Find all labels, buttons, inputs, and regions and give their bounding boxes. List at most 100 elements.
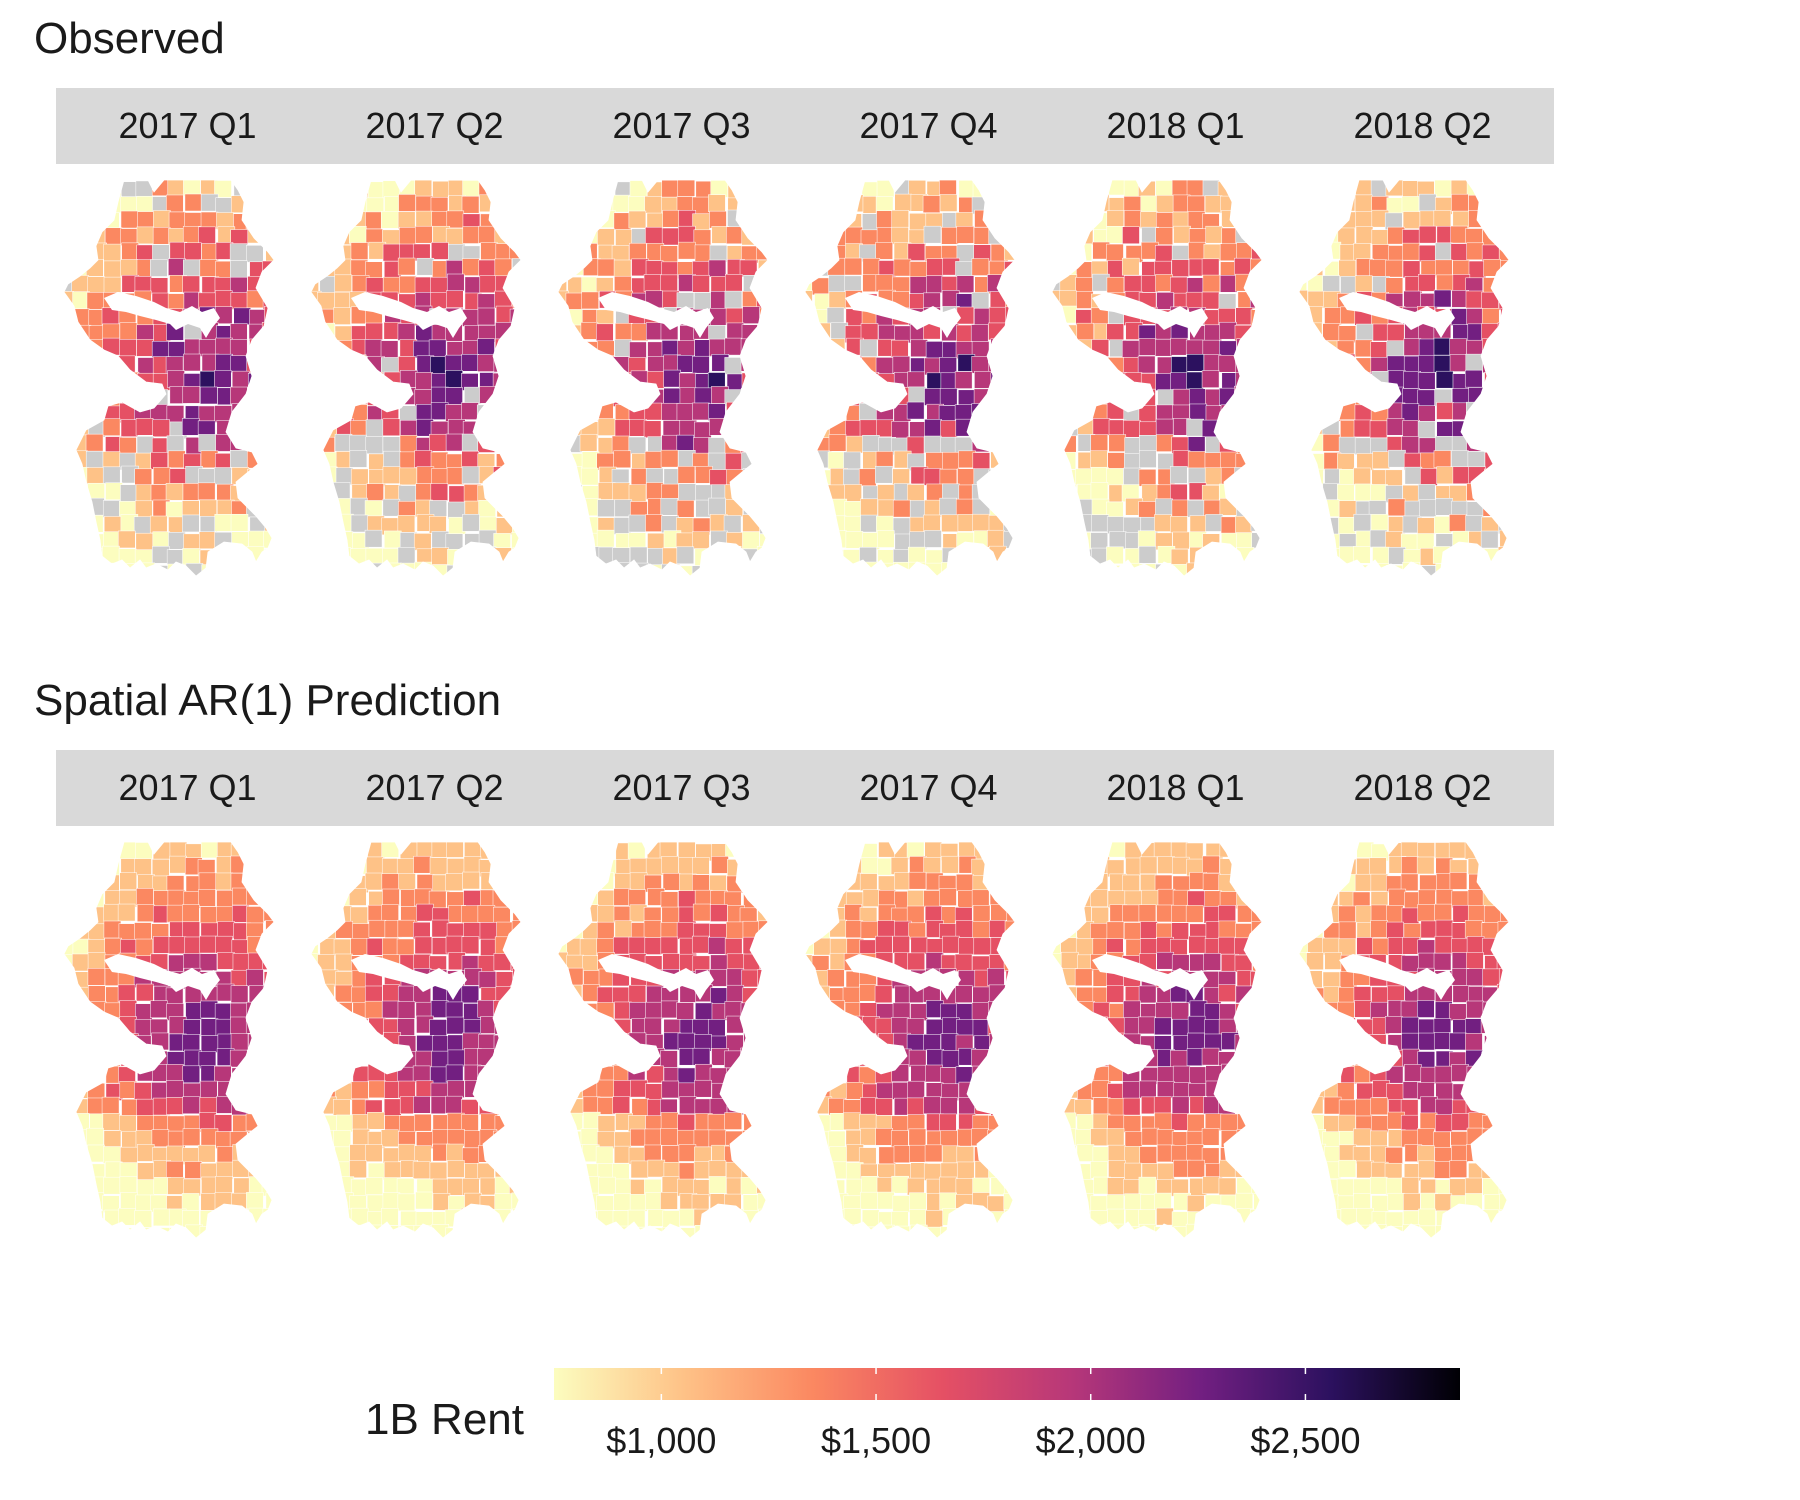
- tract-cell: [496, 1097, 514, 1115]
- tract-cell: [1106, 1128, 1125, 1146]
- tract-cell: [1052, 340, 1060, 358]
- tract-cell: [923, 1163, 942, 1181]
- tract-cell: [1401, 907, 1420, 926]
- tract-cell: [1386, 418, 1405, 436]
- tract-cell: [526, 1048, 543, 1065]
- lake-union-water: [598, 954, 714, 1000]
- tract-cell: [858, 1147, 877, 1165]
- tract-cell: [1481, 291, 1499, 310]
- tract-cell: [1338, 325, 1357, 343]
- tract-cell: [335, 355, 354, 374]
- tract-cell: [1249, 1131, 1262, 1149]
- tract-cell: [415, 210, 434, 229]
- tract-cell: [1499, 1146, 1509, 1164]
- tract-cell: [1499, 372, 1509, 390]
- tract-cell: [775, 876, 792, 893]
- tract-cell: [1418, 1160, 1436, 1179]
- tract-cell: [1323, 1096, 1342, 1115]
- tract-cell: [558, 984, 568, 1003]
- tract-cell: [1419, 1112, 1438, 1131]
- tract-cell: [758, 1144, 768, 1162]
- tract-cell: [805, 261, 815, 280]
- tract-cell: [1372, 451, 1390, 469]
- tract-cell: [599, 859, 617, 877]
- tract-cell: [583, 1064, 602, 1082]
- tract-cell: [1022, 1194, 1039, 1211]
- tract-cell: [527, 212, 544, 229]
- tract-cell: [64, 529, 74, 548]
- tract-cell: [415, 225, 433, 244]
- tract-cell: [1052, 1225, 1061, 1238]
- tract-cell: [165, 483, 184, 501]
- tract-cell: [446, 273, 465, 292]
- tract-cell: [1449, 338, 1467, 356]
- tract-cell: [1188, 241, 1206, 260]
- tract-cell: [1052, 195, 1062, 213]
- tract-cell: [939, 388, 958, 406]
- tract-cell: [199, 906, 218, 924]
- tract-cell: [805, 305, 813, 324]
- tract-cell: [1236, 1129, 1255, 1147]
- tract-cell: [1449, 1160, 1468, 1178]
- tract-cell: [724, 290, 743, 309]
- tract-cell: [1090, 434, 1109, 452]
- tract-cell: [739, 482, 758, 501]
- tract-cell: [479, 1080, 497, 1098]
- tract-cell: [955, 920, 974, 938]
- tract-cell: [1123, 210, 1142, 228]
- tract-cell: [336, 1114, 354, 1133]
- tract-cell: [558, 1064, 569, 1083]
- tract-cell: [1157, 389, 1175, 407]
- tract-cell: [280, 210, 297, 227]
- tract-cell: [1139, 450, 1157, 468]
- tract-cell: [813, 1163, 832, 1182]
- tract-cell: [493, 1034, 512, 1053]
- tract-cell: [1321, 1066, 1340, 1085]
- tract-cell: [168, 531, 186, 550]
- tract-cell: [69, 196, 88, 215]
- tract-cell: [1235, 307, 1253, 326]
- tract-cell: [1268, 1130, 1285, 1147]
- tract-cell: [956, 532, 974, 550]
- tract-cell: [862, 561, 880, 576]
- tract-cell: [876, 1082, 894, 1101]
- tract-cell: [1076, 211, 1095, 229]
- tract-cell: [281, 532, 298, 549]
- tract-cell: [756, 1130, 768, 1149]
- tract-cell: [447, 1080, 465, 1098]
- tract-cell: [1322, 226, 1341, 244]
- tract-cell: [755, 195, 768, 214]
- tract-cell: [759, 1066, 768, 1085]
- tract-cell: [104, 357, 123, 376]
- tract-cell: [1516, 890, 1533, 907]
- tract-cell: [558, 275, 567, 293]
- tract-cell: [1307, 1033, 1325, 1052]
- tract-cell: [1154, 1112, 1172, 1131]
- tract-cell: [1448, 1003, 1467, 1021]
- tract-cell: [1059, 1032, 1078, 1050]
- tract-cell: [320, 466, 338, 485]
- tract-cell: [64, 371, 72, 390]
- tract-cell: [1253, 547, 1262, 566]
- tract-cell: [1338, 1159, 1357, 1178]
- tract-cell: [1338, 1049, 1356, 1068]
- tract-cell: [526, 323, 543, 340]
- tract-cell: [525, 517, 542, 534]
- tract-cell: [925, 562, 943, 576]
- tract-cell: [526, 438, 543, 455]
- tract-cell: [1004, 1224, 1015, 1238]
- tract-cell: [891, 1064, 909, 1082]
- tract-cell: [558, 180, 568, 198]
- tract-cell: [1418, 338, 1437, 357]
- tract-cell: [1156, 904, 1174, 923]
- tract-cell: [72, 243, 90, 261]
- tract-cell: [477, 1000, 495, 1018]
- tract-cell: [774, 906, 791, 923]
- tract-cell: [247, 1131, 266, 1149]
- tract-cell: [1270, 228, 1287, 245]
- tract-cell: [564, 874, 583, 892]
- tract-cell: [278, 483, 295, 500]
- tract-cell: [262, 1048, 274, 1066]
- tract-cell: [660, 497, 679, 516]
- tract-cell: [368, 1080, 387, 1099]
